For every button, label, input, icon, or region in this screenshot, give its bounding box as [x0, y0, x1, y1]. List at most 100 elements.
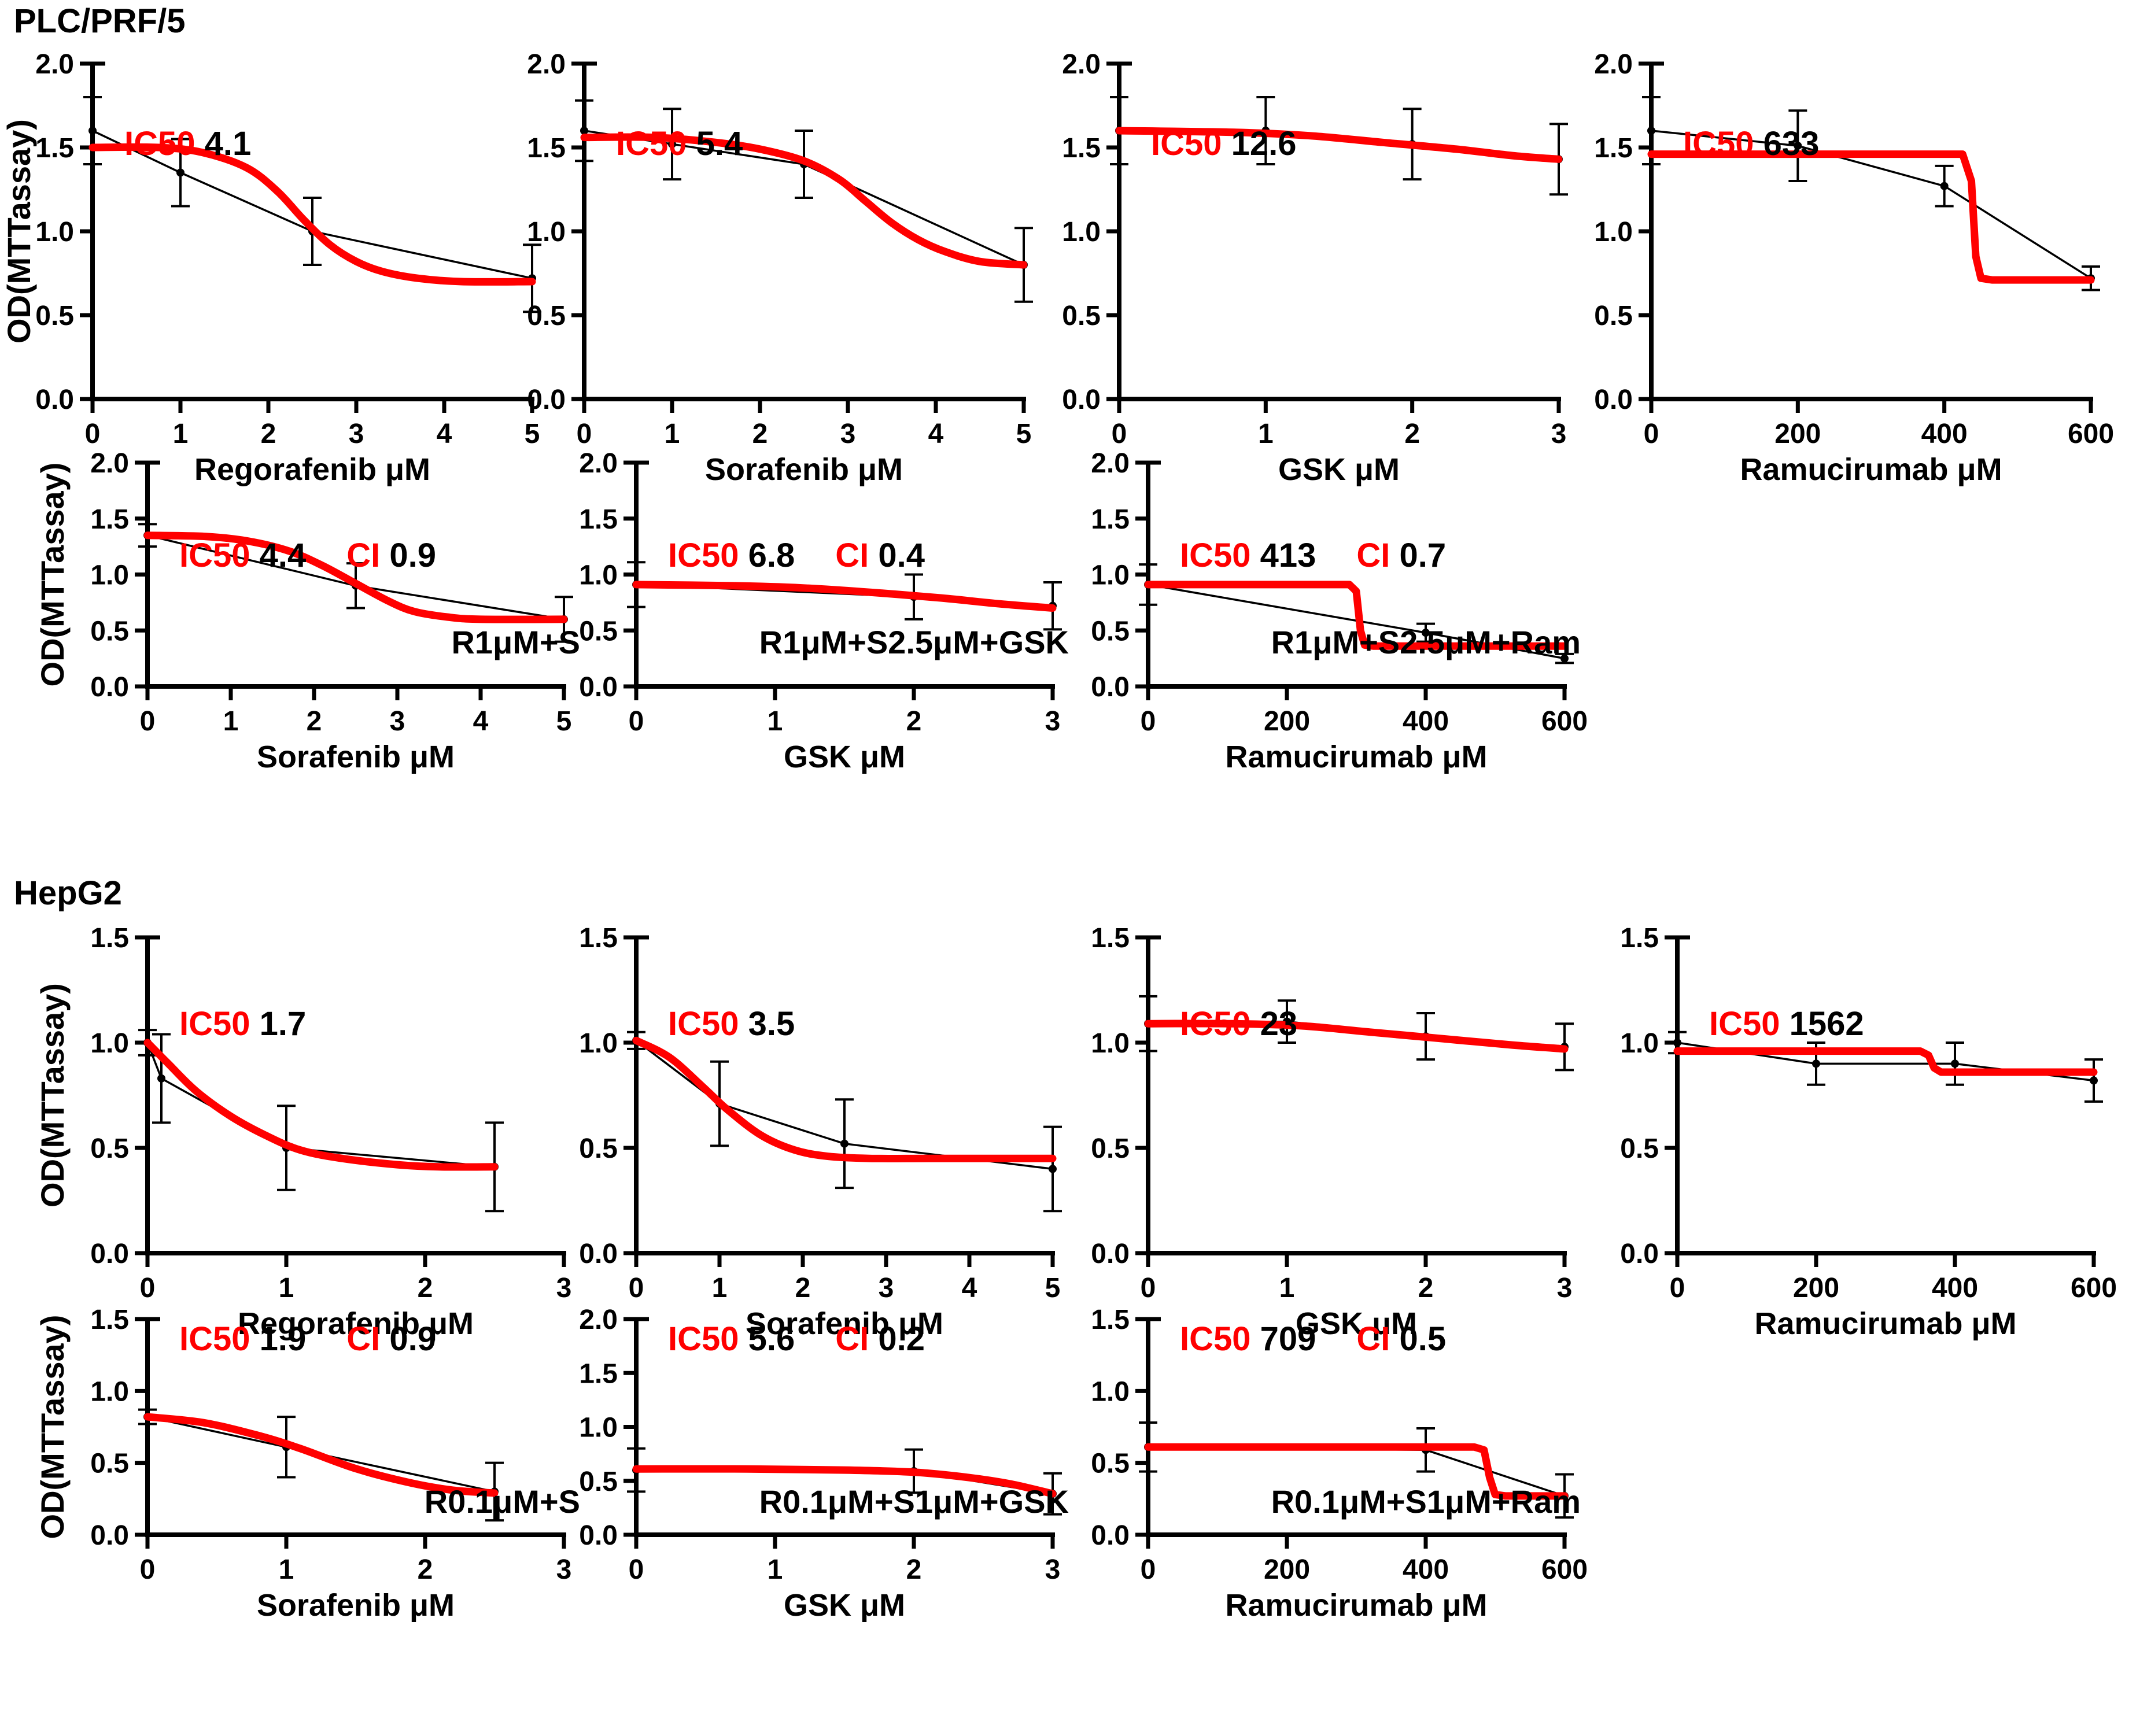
x-tick-label: 3: [1045, 1554, 1061, 1585]
ic50-ci-label: IC50 3.5: [668, 1005, 795, 1043]
x-axis-title: Sorafenib μM: [705, 452, 903, 487]
y-tick-label: 1.0: [1620, 1028, 1659, 1059]
x-tick-label: 1: [1279, 1273, 1295, 1303]
x-tick-label: 2: [307, 706, 322, 737]
data-point: [1560, 654, 1569, 663]
ic50-ci-label: IC50 6.8 CI 0.4: [668, 537, 925, 574]
y-axis-title: OD(MTTassay): [1, 119, 37, 343]
data-point: [840, 1139, 848, 1148]
y-tick-label: 1.5: [579, 923, 618, 954]
x-tick-label: 2: [906, 1554, 922, 1585]
x-axis-title: GSK μM: [784, 740, 905, 774]
x-tick-label: 0: [1670, 1273, 1685, 1303]
y-tick-label: 1.0: [90, 1028, 129, 1059]
section-title-plc-prf-5: PLC/PRF/5: [14, 2, 186, 40]
combination-annotation: R1μM+S2.5μM+GSK: [759, 624, 1069, 660]
data-point: [580, 127, 588, 135]
y-tick-label: 1.0: [90, 560, 129, 591]
data-series-line: [1651, 130, 2091, 279]
x-tick-label: 5: [1045, 1273, 1061, 1303]
y-tick-label: 1.0: [527, 217, 566, 248]
y-tick-label: 0.5: [90, 1449, 129, 1479]
data-point: [88, 127, 97, 135]
x-tick-label: 1: [279, 1554, 294, 1585]
x-tick-label: 3: [349, 419, 364, 449]
y-tick-label: 0.5: [35, 301, 74, 331]
x-axis-title: Ramucirumab μM: [1754, 1306, 2016, 1341]
chart-ramucirumab-3: 0.0 0.5 1.0 1.5 2.0 0 200 400 600 Ramucirumab μM I…: [1594, 49, 2114, 487]
y-tick-label: 1.5: [90, 923, 129, 954]
x-tick-label: 4: [962, 1273, 977, 1303]
x-axis-title: Sorafenib μM: [746, 1306, 943, 1341]
y-tick-label: 1.0: [35, 217, 74, 248]
y-tick-label: 1.5: [90, 1305, 129, 1335]
x-tick-label: 4: [437, 419, 452, 449]
chart-gsk-9: 0.0 0.5 1.0 1.5 0 1 2 3 GSK μM IC50 23: [1091, 923, 1574, 1341]
y-tick-label: 1.0: [579, 1413, 618, 1443]
x-axis-title: GSK μM: [1278, 452, 1400, 487]
ic50-ci-label: IC50 1.7: [179, 1005, 306, 1043]
fit-curve: [88, 143, 536, 286]
y-tick-label: 2.0: [35, 49, 74, 80]
x-tick-label: 1: [223, 706, 239, 737]
y-tick-label: 0.5: [1091, 1449, 1130, 1479]
ic50-ci-label: IC50 413 CI 0.7: [1180, 537, 1446, 574]
y-tick-label: 1.0: [90, 1376, 129, 1407]
x-axis-title: Ramucirumab μM: [1740, 452, 2002, 487]
x-tick-label: 0: [629, 1554, 644, 1585]
y-tick-label: 0.0: [90, 1520, 129, 1551]
y-tick-label: 0.5: [90, 1133, 129, 1164]
x-tick-label: 0: [140, 706, 156, 737]
x-tick-label: 400: [1403, 1554, 1449, 1585]
x-tick-label: 1: [173, 419, 189, 449]
data-point: [1940, 182, 1949, 190]
x-tick-label: 400: [1921, 419, 1968, 449]
y-tick-label: 1.5: [1594, 133, 1633, 164]
fit-curve: [632, 1036, 1057, 1162]
y-tick-label: 1.5: [527, 133, 566, 164]
y-tick-label: 0.0: [1620, 1239, 1659, 1269]
ic50-ci-label: IC50 5.4: [616, 125, 743, 162]
x-axis-title: GSK μM: [784, 1588, 905, 1623]
data-point: [1647, 127, 1655, 135]
combination-annotation: R0.1μM+S: [425, 1483, 580, 1520]
y-tick-label: 1.5: [1091, 1305, 1130, 1335]
y-tick-label: 1.0: [579, 560, 618, 591]
fit-curve: [1647, 150, 2095, 284]
x-tick-label: 2: [1404, 419, 1420, 449]
y-tick-label: 1.0: [1091, 1028, 1130, 1059]
y-tick-label: 0.5: [1091, 1133, 1130, 1164]
y-tick-label: 0.0: [579, 672, 618, 703]
fit-curve: [143, 1039, 499, 1171]
y-tick-label: 1.0: [579, 1028, 618, 1059]
y-axis-title: OD(MTTassay): [34, 1315, 71, 1539]
y-tick-label: 1.5: [1091, 504, 1130, 535]
y-tick-label: 0.0: [1091, 672, 1130, 703]
x-tick-label: 0: [577, 419, 592, 449]
y-tick-label: 1.0: [1594, 217, 1633, 248]
fit-curve: [1144, 1020, 1569, 1053]
chart-sorafenib-8: 0.0 0.5 1.0 1.5 0 1 2 3 4 5 Sorafenib μM IC50 3.5: [579, 923, 1062, 1341]
chart-gsk-12: 0.0 0.5 1.0 1.5 2.0 0 1 2 3 GSK μM IC50 5.6 CI 0.2 R…: [579, 1305, 1069, 1623]
x-tick-label: 200: [1774, 419, 1821, 449]
x-tick-label: 1: [279, 1273, 294, 1303]
x-tick-label: 1: [768, 1554, 783, 1585]
y-tick-label: 0.5: [1091, 616, 1130, 647]
x-tick-label: 0: [629, 706, 644, 737]
y-tick-label: 1.5: [579, 1358, 618, 1389]
data-point: [157, 1074, 165, 1083]
fit-curve: [632, 581, 1057, 612]
ic50-ci-label: IC50 1.9 CI 0.9: [179, 1320, 436, 1358]
y-tick-label: 0.0: [1091, 1239, 1130, 1269]
y-tick-label: 0.0: [579, 1239, 618, 1269]
combination-annotation: R1μM+S2.5μM+Ram: [1271, 624, 1581, 660]
x-tick-label: 600: [1541, 706, 1588, 737]
x-tick-label: 0: [85, 419, 101, 449]
fit-curve: [143, 1413, 499, 1497]
x-tick-label: 5: [525, 419, 540, 449]
data-series-line: [92, 130, 533, 279]
y-tick-label: 0.5: [579, 1467, 618, 1497]
chart-ramucirumab-13: 0.0 0.5 1.0 1.5 0 200 400 600 Ramucirumab μM IC50…: [1091, 1305, 1588, 1623]
chart-ramucirumab-10: 0.0 0.5 1.0 1.5 0 200 400 600 Ramucirumab μM IC50…: [1620, 923, 2117, 1341]
y-tick-label: 0.0: [1594, 385, 1633, 415]
